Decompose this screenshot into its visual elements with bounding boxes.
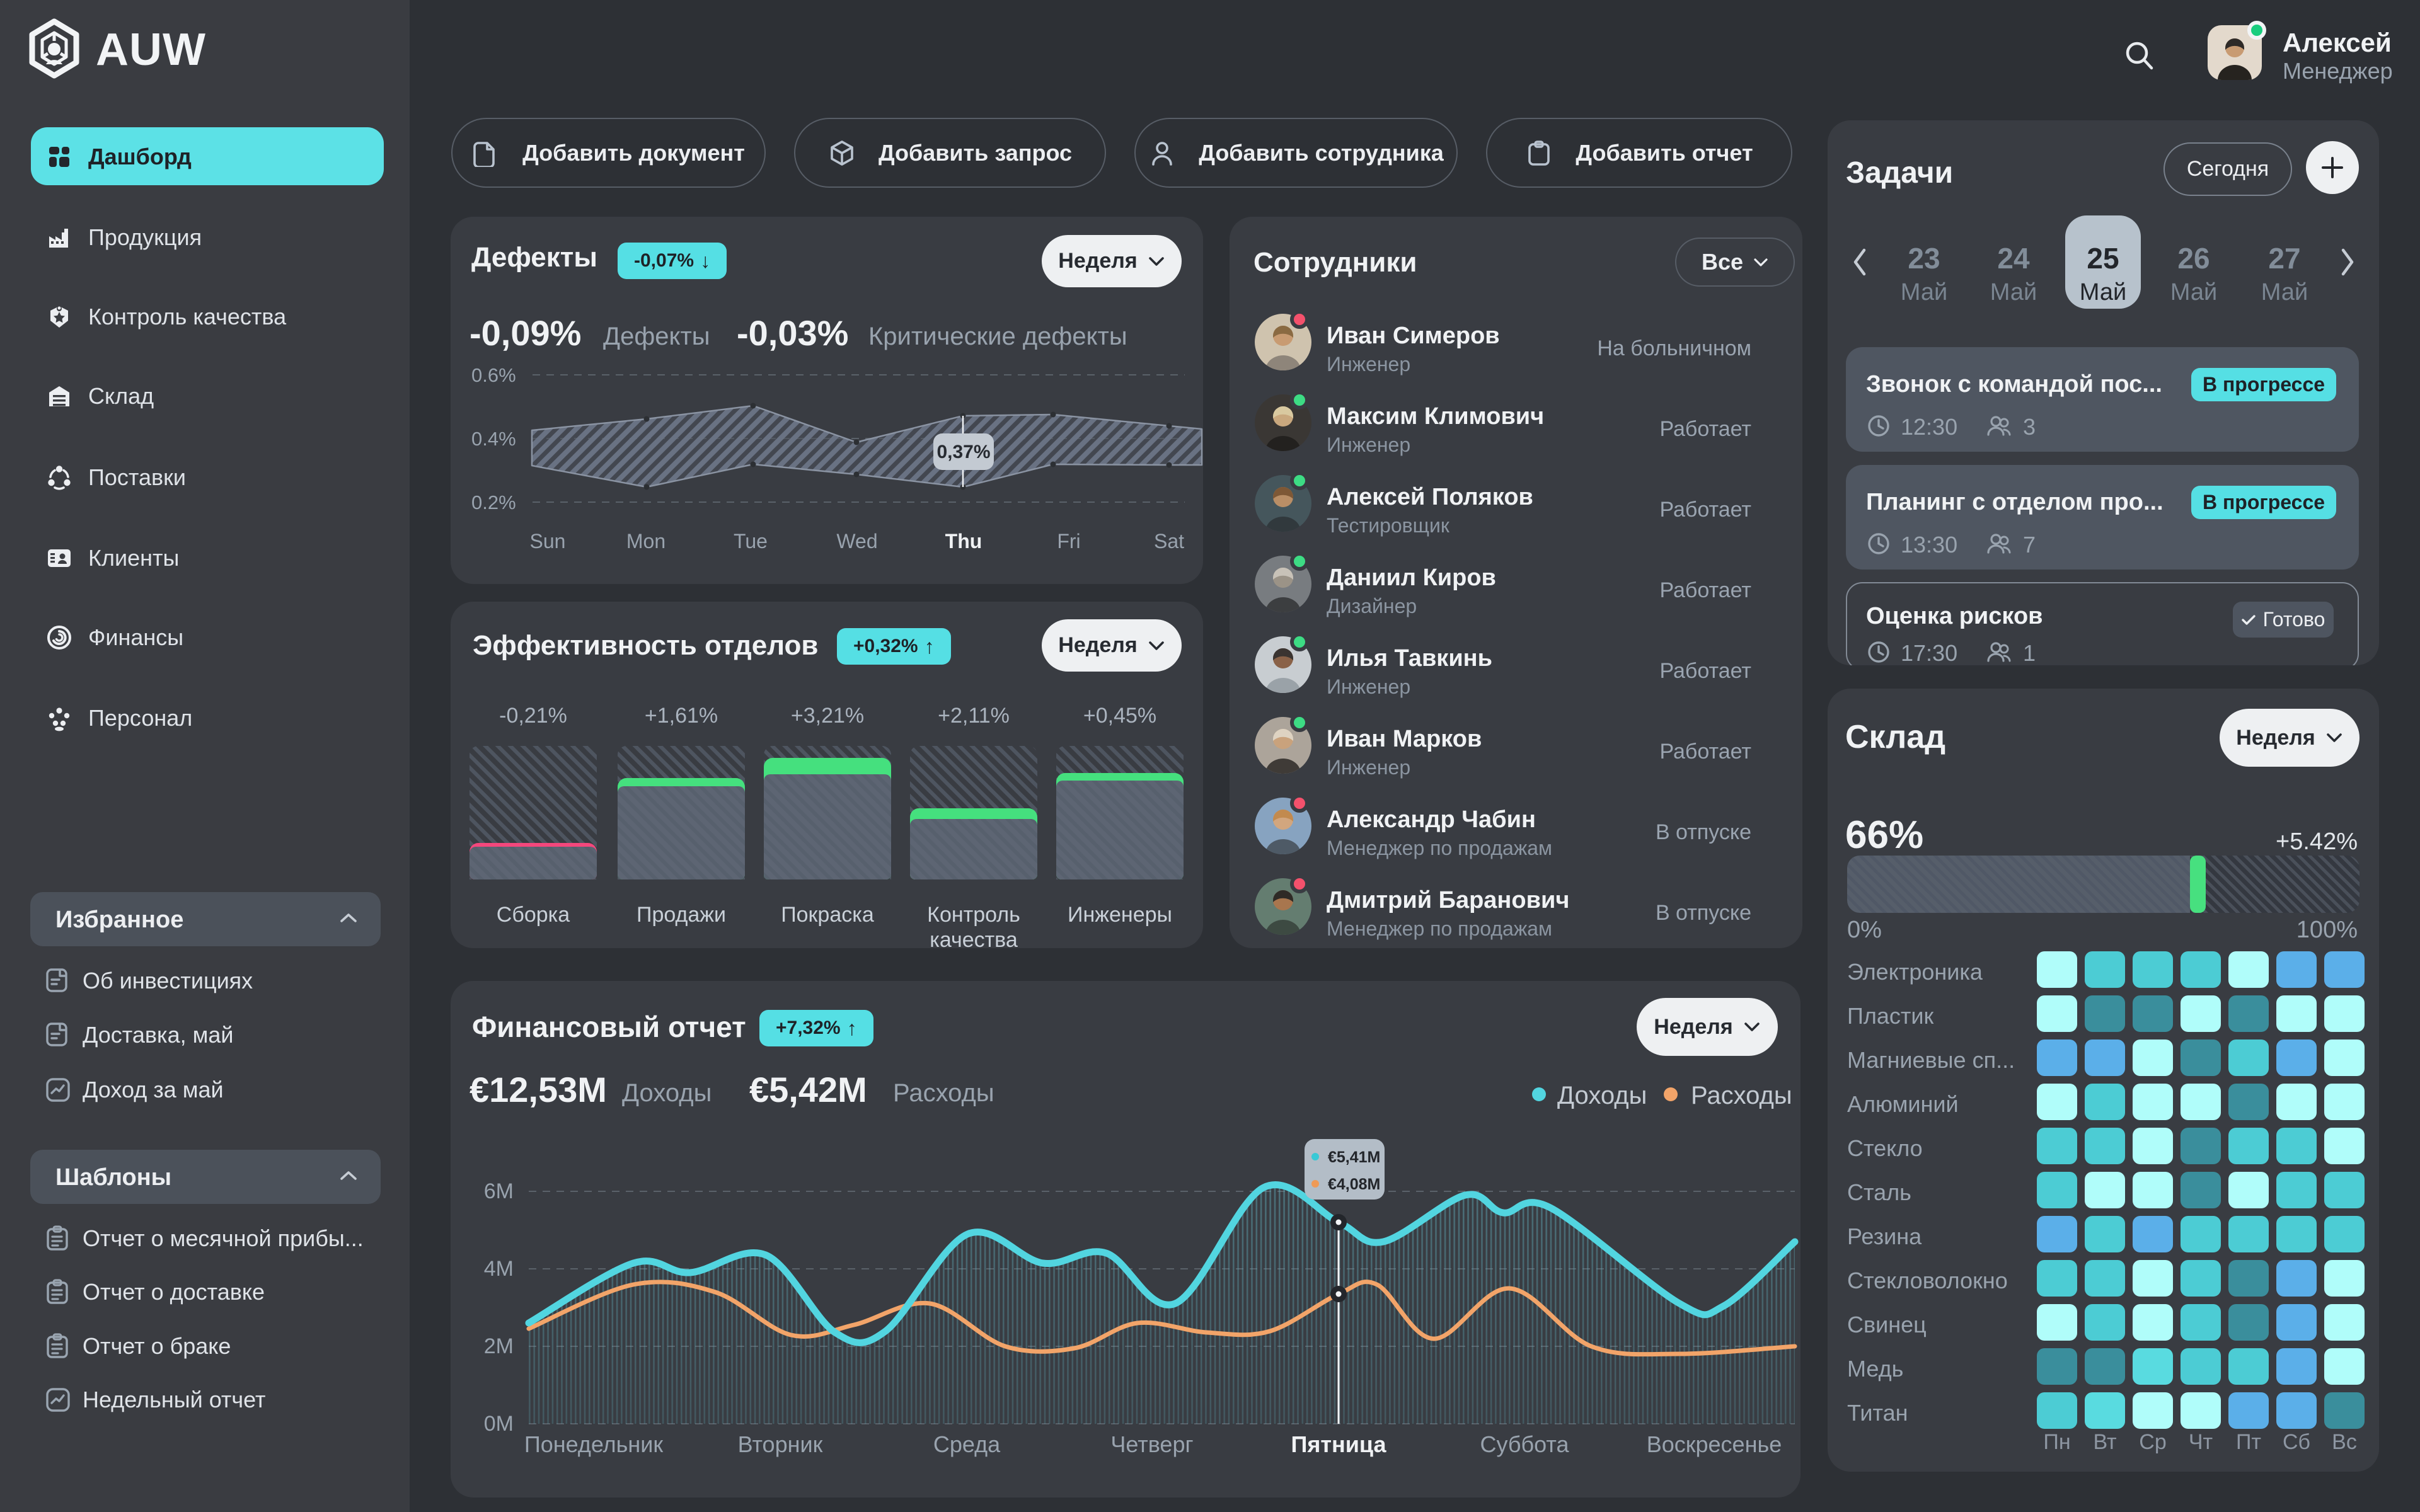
- svg-text:Воскресенье: Воскресенье: [1647, 1431, 1782, 1457]
- svg-text:Суббота: Суббота: [1480, 1431, 1570, 1457]
- svg-text:Sun: Sun: [530, 530, 566, 553]
- svg-text:2M: 2M: [484, 1334, 514, 1358]
- svg-text:+2,11%: +2,11%: [938, 704, 1010, 728]
- svg-text:+1,61%: +1,61%: [645, 704, 718, 728]
- svg-text:Контроль: Контроль: [927, 903, 1020, 927]
- svg-text:0.4%: 0.4%: [471, 428, 516, 450]
- svg-text:0,37%: 0,37%: [936, 442, 990, 462]
- svg-text:+0,45%: +0,45%: [1083, 704, 1156, 728]
- svg-text:Инженеры: Инженеры: [1068, 903, 1172, 927]
- svg-text:€5,41M: €5,41M: [1328, 1148, 1380, 1166]
- svg-text:0.2%: 0.2%: [471, 491, 516, 513]
- svg-text:Среда: Среда: [933, 1431, 1001, 1457]
- svg-text:€4,08M: €4,08M: [1328, 1176, 1380, 1193]
- svg-text:-0,21%: -0,21%: [499, 704, 567, 728]
- svg-text:Пятница: Пятница: [1291, 1431, 1387, 1457]
- svg-text:0.6%: 0.6%: [471, 364, 516, 386]
- svg-text:качества: качества: [930, 928, 1018, 948]
- svg-text:Thu: Thu: [945, 530, 982, 553]
- svg-text:Продажи: Продажи: [637, 903, 726, 927]
- svg-text:Вторник: Вторник: [738, 1431, 823, 1457]
- svg-text:Mon: Mon: [626, 530, 666, 553]
- svg-text:Fri: Fri: [1057, 530, 1080, 553]
- svg-text:+3,21%: +3,21%: [791, 704, 864, 728]
- svg-text:4M: 4M: [484, 1257, 514, 1281]
- svg-text:0M: 0M: [484, 1412, 514, 1436]
- svg-text:Сборка: Сборка: [497, 903, 570, 927]
- svg-text:6M: 6M: [484, 1179, 514, 1203]
- svg-text:Tue: Tue: [734, 530, 768, 553]
- svg-text:Покраска: Покраска: [781, 903, 874, 927]
- svg-text:Wed: Wed: [836, 530, 877, 553]
- svg-text:Четверг: Четверг: [1110, 1431, 1193, 1457]
- svg-text:Понедельник: Понедельник: [524, 1431, 664, 1457]
- svg-text:Sat: Sat: [1154, 530, 1184, 553]
